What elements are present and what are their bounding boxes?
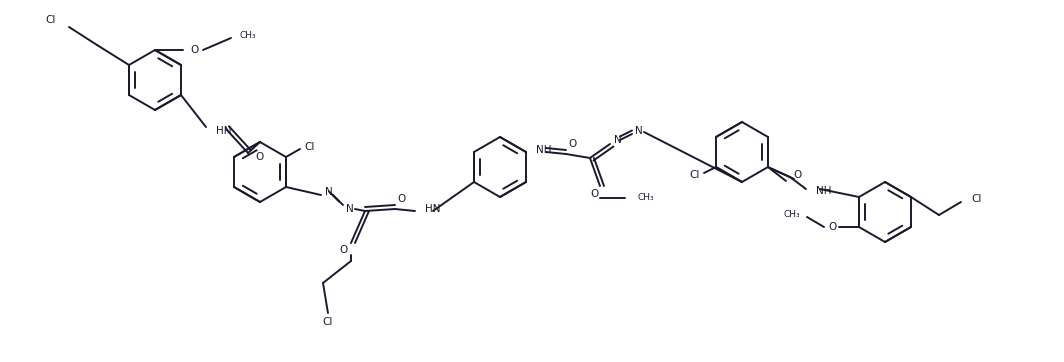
Text: CH₃: CH₃: [783, 210, 800, 219]
Text: O: O: [828, 222, 836, 232]
Text: O: O: [591, 189, 599, 199]
Text: Cl: Cl: [689, 170, 700, 180]
Text: CH₃: CH₃: [240, 31, 256, 41]
Text: NH: NH: [816, 186, 831, 196]
Text: Cl: Cl: [971, 194, 981, 204]
Text: O: O: [189, 45, 198, 55]
Text: O: O: [255, 152, 264, 162]
Text: CH₃: CH₃: [638, 194, 654, 202]
Text: O: O: [794, 170, 802, 180]
Text: HN: HN: [425, 204, 440, 214]
Text: O: O: [339, 245, 348, 255]
Text: Cl: Cl: [304, 142, 314, 152]
Text: O: O: [569, 139, 577, 149]
Text: N: N: [326, 187, 333, 197]
Text: Cl: Cl: [322, 317, 333, 327]
Text: O: O: [398, 194, 406, 204]
Text: N: N: [635, 126, 643, 136]
Text: Cl: Cl: [46, 15, 56, 25]
Text: N: N: [346, 204, 354, 214]
Text: N: N: [614, 135, 621, 145]
Text: NH: NH: [536, 145, 551, 155]
Text: HN: HN: [216, 126, 232, 136]
